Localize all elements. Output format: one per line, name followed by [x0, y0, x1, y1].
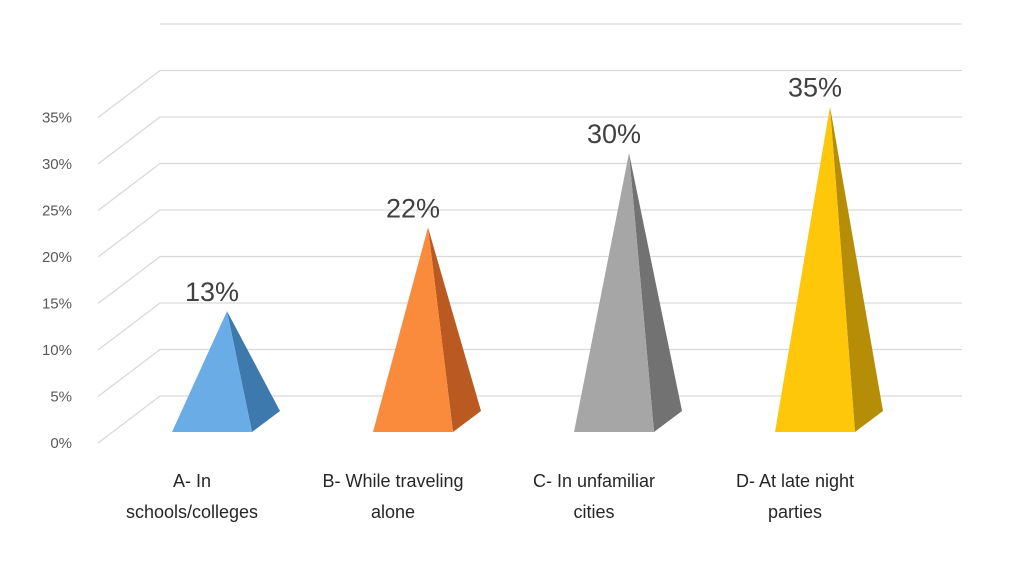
gridlines: [97, 23, 962, 444]
gridline-15: [97, 255, 962, 305]
y-tick-label: 10%: [42, 342, 72, 359]
gridline-35: [97, 69, 962, 119]
x-axis-labels: A- In schools/colleges B- While traveling a…: [126, 471, 854, 522]
data-label: 30%: [587, 119, 641, 149]
data-labels: 13% 22% 30% 35%: [185, 73, 842, 308]
data-label: 35%: [788, 73, 842, 103]
y-tick-label: 20%: [42, 249, 72, 266]
y-axis-ticks: 0% 5% 10% 15% 20% 25% 30% 35%: [42, 110, 72, 453]
pyramid-side-face: [428, 227, 481, 432]
y-tick-label: 15%: [42, 296, 72, 313]
data-label: 13%: [185, 277, 239, 307]
pyramid-front-face: [775, 106, 855, 432]
gridline-30: [97, 116, 962, 165]
gridline-20: [97, 209, 962, 258]
pyramid-side-face: [830, 106, 883, 432]
pyramid-side-face: [227, 311, 280, 432]
y-tick-label: 5%: [50, 389, 72, 406]
gridline-25: [97, 162, 962, 212]
x-category-label: alone: [371, 502, 415, 522]
pyramid-bar: [574, 153, 682, 432]
y-tick-label: 30%: [42, 156, 72, 173]
x-category-label: B- While traveling: [322, 471, 463, 491]
pyramid-bar: [172, 311, 280, 432]
x-category-label: cities: [573, 502, 614, 522]
gridline-5: [97, 348, 962, 398]
pyramid-front-face: [373, 227, 453, 432]
gridline-10: [97, 302, 962, 351]
x-category-label: D- At late night: [736, 471, 854, 491]
y-tick-label: 25%: [42, 203, 72, 220]
y-tick-label: 0%: [50, 435, 72, 452]
pyramid-bar: [373, 227, 481, 432]
x-category-label: schools/colleges: [126, 502, 258, 522]
pyramid-front-face: [574, 153, 654, 432]
pyramid-side-face: [629, 153, 682, 432]
bars: [172, 106, 883, 432]
x-category-label: A- In: [173, 471, 211, 491]
data-label: 22%: [386, 193, 440, 223]
pyramid-bar: [775, 106, 883, 432]
pyramid-front-face: [172, 311, 252, 432]
gridline-0: [97, 395, 962, 444]
x-category-label: parties: [768, 502, 822, 522]
x-category-label: C- In unfamiliar: [533, 471, 655, 491]
y-tick-label: 35%: [42, 110, 72, 127]
